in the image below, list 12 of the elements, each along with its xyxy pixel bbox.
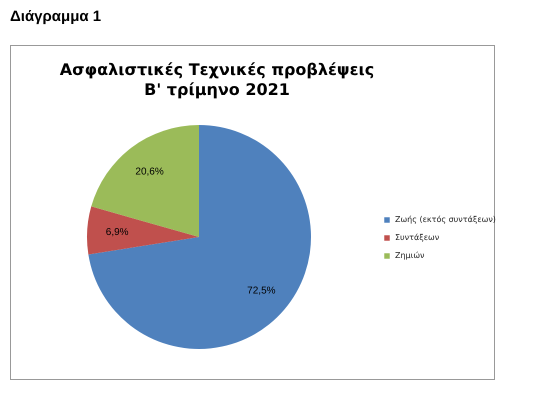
legend-label: Ζημιών — [395, 251, 426, 260]
legend-label: Συντάξεων — [395, 233, 440, 242]
text: Διάγραμμα 1 — [10, 8, 102, 25]
data-label: 72,5% — [247, 285, 276, 296]
data-label: 6,9% — [106, 227, 129, 238]
pie-slice — [91, 125, 199, 237]
data-label: 20,6% — [135, 166, 164, 178]
pie-slice — [88, 125, 311, 349]
legend-label: Ζωής (εκτός συντάξεων) — [395, 215, 496, 224]
chart-title: Ασφαλιστικές Τεχνικές προβλέψεις — [60, 60, 374, 79]
chart-subtitle: B' τρίμηνο 2021 — [144, 80, 290, 99]
pie-slice — [87, 206, 199, 255]
